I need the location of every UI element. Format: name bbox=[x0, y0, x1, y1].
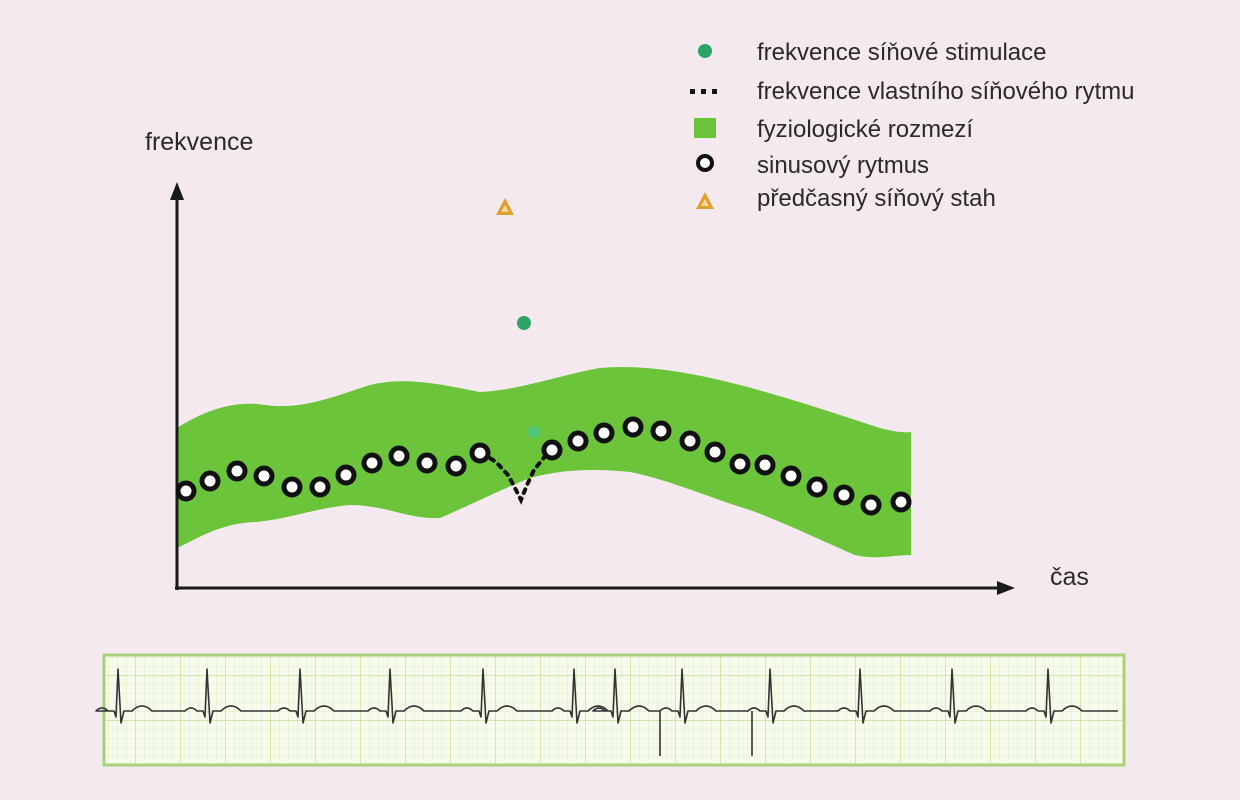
sinus-beat-marker bbox=[780, 465, 802, 487]
sinus-beat-marker bbox=[567, 430, 589, 452]
atrial-pacing-dot bbox=[528, 426, 540, 438]
sinus-beat-marker bbox=[445, 455, 467, 477]
legend-item: předčasný síňový stah bbox=[696, 185, 996, 212]
legend-item: frekvence síňové stimulace bbox=[698, 39, 1046, 66]
ecg-trace bbox=[95, 668, 1118, 756]
physiological-range-band bbox=[177, 366, 911, 558]
x-axis bbox=[175, 581, 1015, 595]
sinus-beat-marker bbox=[860, 494, 882, 516]
sinus-beat-marker bbox=[199, 470, 221, 492]
sinus-beat-marker bbox=[650, 420, 672, 442]
legend-label: frekvence síňové stimulace bbox=[757, 39, 1046, 66]
own-atrial-rate-dotted-line bbox=[480, 451, 548, 505]
premature-atrial-beat-marker bbox=[496, 198, 514, 215]
pacing-dot-icon bbox=[698, 44, 712, 58]
ecg-strip bbox=[95, 653, 1126, 767]
ring-icon bbox=[696, 154, 714, 172]
legend-item: fyziologické rozmezí bbox=[694, 116, 973, 143]
sinus-beat-marker bbox=[226, 460, 248, 482]
sinus-beat-marker bbox=[806, 476, 828, 498]
sinus-beat-marker bbox=[833, 484, 855, 506]
sinus-beat-marker bbox=[309, 476, 331, 498]
y-axis bbox=[170, 182, 184, 590]
legend-label: frekvence vlastního síňového rytmu bbox=[757, 78, 1135, 105]
sinus-beat-marker bbox=[890, 491, 912, 513]
sinus-beat-marker bbox=[335, 464, 357, 486]
sinus-beat-marker bbox=[754, 454, 776, 476]
sinus-beat-marker bbox=[679, 430, 701, 452]
y-axis-label: frekvence bbox=[145, 128, 253, 156]
sinus-beat-marker bbox=[416, 452, 438, 474]
legend-label: fyziologické rozmezí bbox=[757, 116, 973, 143]
sinus-beat-marker bbox=[388, 445, 410, 467]
sinus-beat-marker bbox=[361, 452, 383, 474]
sinus-beat-marker bbox=[729, 453, 751, 475]
sinus-beat-marker bbox=[704, 441, 726, 463]
sinus-beat-marker bbox=[281, 476, 303, 498]
atrial-pacing-dot bbox=[517, 316, 531, 330]
sinus-beat-marker bbox=[253, 465, 275, 487]
legend-label: sinusový rytmus bbox=[757, 152, 929, 179]
legend-label: předčasný síňový stah bbox=[757, 185, 996, 212]
sinus-beat-marker bbox=[593, 422, 615, 444]
legend: frekvence síňové stimulace frekvence vla… bbox=[690, 39, 1135, 212]
sinus-beat-marker bbox=[469, 442, 491, 464]
legend-item: sinusový rytmus bbox=[696, 152, 929, 179]
sinus-beat-marker bbox=[175, 480, 197, 502]
x-axis-label: čas bbox=[1050, 563, 1089, 591]
legend-item: frekvence vlastního síňového rytmu bbox=[690, 78, 1135, 105]
green-square-icon bbox=[694, 118, 716, 138]
sinus-rhythm-markers bbox=[175, 416, 912, 516]
sinus-beat-marker bbox=[541, 439, 563, 461]
triangle-icon bbox=[696, 192, 714, 209]
sinus-beat-marker bbox=[622, 416, 644, 438]
dotted-line-icon bbox=[690, 89, 717, 94]
